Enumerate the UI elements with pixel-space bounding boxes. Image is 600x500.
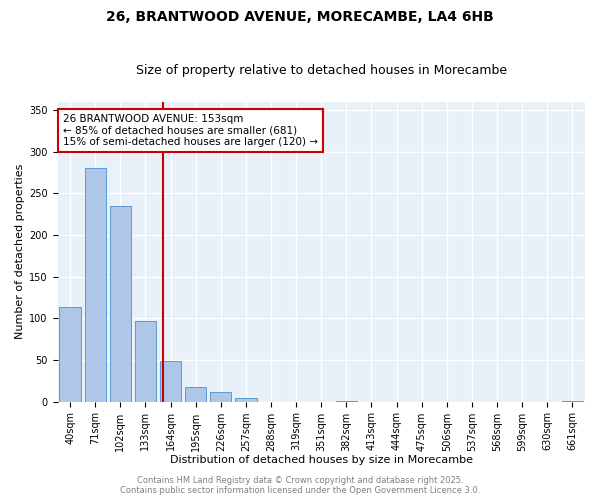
Bar	[210, 392, 232, 402]
Bar	[110, 206, 131, 402]
Text: 26, BRANTWOOD AVENUE, MORECAMBE, LA4 6HB: 26, BRANTWOOD AVENUE, MORECAMBE, LA4 6HB	[106, 10, 494, 24]
Bar	[336, 401, 357, 402]
Bar	[562, 401, 583, 402]
Bar	[135, 321, 156, 402]
X-axis label: Distribution of detached houses by size in Morecambe: Distribution of detached houses by size …	[170, 455, 473, 465]
Bar	[59, 308, 81, 402]
Bar	[160, 361, 181, 402]
Text: Contains HM Land Registry data © Crown copyright and database right 2025.
Contai: Contains HM Land Registry data © Crown c…	[120, 476, 480, 495]
Bar	[235, 398, 257, 402]
Title: Size of property relative to detached houses in Morecambe: Size of property relative to detached ho…	[136, 64, 507, 77]
Y-axis label: Number of detached properties: Number of detached properties	[15, 164, 25, 340]
Text: 26 BRANTWOOD AVENUE: 153sqm
← 85% of detached houses are smaller (681)
15% of se: 26 BRANTWOOD AVENUE: 153sqm ← 85% of det…	[63, 114, 318, 147]
Bar	[185, 386, 206, 402]
Bar	[85, 168, 106, 402]
